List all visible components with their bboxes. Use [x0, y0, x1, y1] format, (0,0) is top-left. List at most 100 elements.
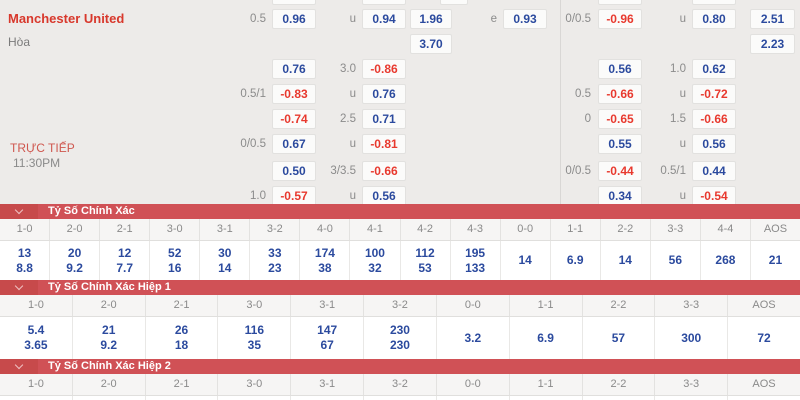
score-odds-cell[interactable]: 174 38 [299, 241, 349, 280]
score-odds-cell[interactable]: 112 53 [399, 241, 450, 280]
score-column-header: 3-2 [363, 374, 436, 395]
odds-value-box[interactable]: 3.70 [410, 34, 452, 54]
odds-value-box[interactable]: 0.71 [362, 109, 406, 129]
odds-value-box-partial [440, 0, 468, 5]
score-odds-cell[interactable]: 57 [581, 317, 655, 359]
handicap-label: u [679, 138, 686, 150]
handicap-label: u [349, 138, 356, 150]
odds-value-box[interactable]: 0.80 [692, 9, 736, 29]
odds-value-box-partial [692, 0, 736, 5]
odds-value-box[interactable]: -0.44 [598, 161, 642, 181]
score-odds-cell-empty [144, 396, 218, 400]
section-title: Tỷ Số Chính Xác Hiệp 1 [48, 281, 171, 293]
score-odds-value: 3.65 [24, 338, 48, 352]
score-odds-cell[interactable]: 6.9 [508, 317, 582, 359]
odds-value-box[interactable]: -0.66 [692, 109, 736, 129]
odds-value-box[interactable]: -0.72 [692, 84, 736, 104]
odds-value-box[interactable]: 2.23 [750, 34, 795, 54]
score-odds-cell[interactable]: 20 9.2 [49, 241, 99, 280]
score-odds-value: 21 [102, 323, 116, 337]
odds-value-box[interactable]: -0.74 [272, 109, 316, 129]
score-odds-cell[interactable]: 116 35 [217, 317, 290, 359]
score-odds-cell[interactable]: 72 [727, 317, 800, 359]
collapse-toggle[interactable] [0, 359, 38, 374]
score-column-header: 4-3 [449, 219, 500, 240]
odds-value-box[interactable]: 0.34 [598, 186, 642, 204]
match-odds-panel: Manchester United Hòa TRỰC TIẾP 11:30PM … [0, 0, 800, 204]
score-odds-cell[interactable]: 147 67 [290, 317, 363, 359]
odds-value-box[interactable]: 2.51 [750, 9, 795, 29]
score-column-header: 2-1 [144, 295, 218, 316]
score-odds-cell-empty [581, 396, 655, 400]
odds-value-box[interactable]: 0.44 [692, 161, 736, 181]
odds-value-box-partial [272, 0, 316, 5]
score-odds-cell[interactable]: 6.9 [549, 241, 600, 280]
column-divider [560, 0, 561, 204]
score-odds-cell[interactable]: 3.2 [435, 317, 509, 359]
score-odds-cell[interactable]: 21 [749, 241, 800, 280]
odds-value-box[interactable]: 0.94 [362, 9, 406, 29]
odds-value-box[interactable]: 0.76 [272, 59, 316, 79]
score-odds-cell[interactable]: 230 230 [363, 317, 436, 359]
score-odds-value: 100 [364, 245, 385, 260]
score-odds-cell[interactable]: 14 [499, 241, 550, 280]
odds-value-box[interactable]: 0.56 [362, 186, 406, 204]
score-odds-cell[interactable]: 268 [699, 241, 750, 280]
score-odds-cell[interactable]: 5.4 3.65 [0, 317, 72, 359]
score-odds-cell[interactable]: 13 8.8 [0, 241, 49, 280]
score-odds-cell[interactable]: 33 23 [249, 241, 299, 280]
score-odds-cell[interactable]: 52 16 [149, 241, 199, 280]
handicap-label: 1.5 [670, 113, 686, 125]
odds-value-box[interactable]: 0.67 [272, 134, 316, 154]
score-odds-cell-empty [363, 396, 436, 400]
odds-value-box[interactable]: 0.55 [598, 134, 642, 154]
odds-value-box[interactable]: 0.62 [692, 59, 736, 79]
score-column-header: 2-2 [581, 295, 655, 316]
score-odds-cell[interactable]: 195 133 [449, 241, 500, 280]
score-odds-cell[interactable]: 30 14 [199, 241, 249, 280]
odds-value-box[interactable]: -0.96 [598, 9, 642, 29]
odds-value-box[interactable]: -0.86 [362, 59, 406, 79]
odds-value-box[interactable]: -0.65 [598, 109, 642, 129]
score-odds-value: 116 [244, 323, 265, 337]
score-odds-cell[interactable]: 26 18 [144, 317, 218, 359]
score-odds-cell[interactable]: 300 [654, 317, 727, 359]
odds-value-box[interactable]: -0.83 [272, 84, 316, 104]
score-odds-cell[interactable]: 56 [649, 241, 700, 280]
score-odds-value: 33 [268, 245, 282, 260]
score-column-header: 2-0 [71, 374, 145, 395]
odds-value-box[interactable]: 0.50 [272, 161, 316, 181]
odds-value-box[interactable]: 0.96 [272, 9, 316, 29]
score-column-header: AOS [727, 374, 800, 395]
score-column-header: 2-2 [581, 374, 655, 395]
odds-value-box[interactable]: 0.56 [692, 134, 736, 154]
odds-value-box[interactable]: -0.57 [272, 186, 316, 204]
score-value-row-cutoff [0, 396, 800, 400]
score-header-row: 1-0 2-0 2-1 3-0 3-1 3-2 4-0 4-1 4-2 4-3 0-0 1-1 2-2 3… [0, 219, 800, 241]
score-odds-cell[interactable]: 14 [599, 241, 650, 280]
score-odds-value: 52 [168, 245, 182, 260]
score-odds-value: 147 [317, 323, 338, 337]
score-odds-cell[interactable]: 100 32 [349, 241, 399, 280]
score-odds-cell[interactable]: 21 9.2 [71, 317, 145, 359]
collapse-toggle[interactable] [0, 280, 38, 295]
odds-value-box[interactable]: 0.76 [362, 84, 406, 104]
score-odds-value: 23 [268, 260, 282, 275]
odds-value-box[interactable]: 1.96 [410, 9, 452, 29]
collapse-toggle[interactable] [0, 204, 38, 219]
odds-value-box[interactable]: 0.56 [598, 59, 642, 79]
odds-value-box[interactable]: 0.93 [503, 9, 547, 29]
odds-value-box[interactable]: -0.54 [692, 186, 736, 204]
score-odds-cell-empty [508, 396, 582, 400]
score-odds-value: 174 [314, 245, 335, 260]
score-column-header: 3-0 [149, 219, 199, 240]
score-odds-cell[interactable]: 12 7.7 [99, 241, 149, 280]
score-odds-value: 230 [389, 338, 410, 352]
score-odds-value: 57 [611, 330, 626, 345]
odds-value-box[interactable]: -0.81 [362, 134, 406, 154]
score-odds-cell-empty [290, 396, 363, 400]
odds-value-box[interactable]: -0.66 [362, 161, 406, 181]
section-title: Tỷ Số Chính Xác [48, 205, 135, 217]
odds-value-box[interactable]: -0.66 [598, 84, 642, 104]
